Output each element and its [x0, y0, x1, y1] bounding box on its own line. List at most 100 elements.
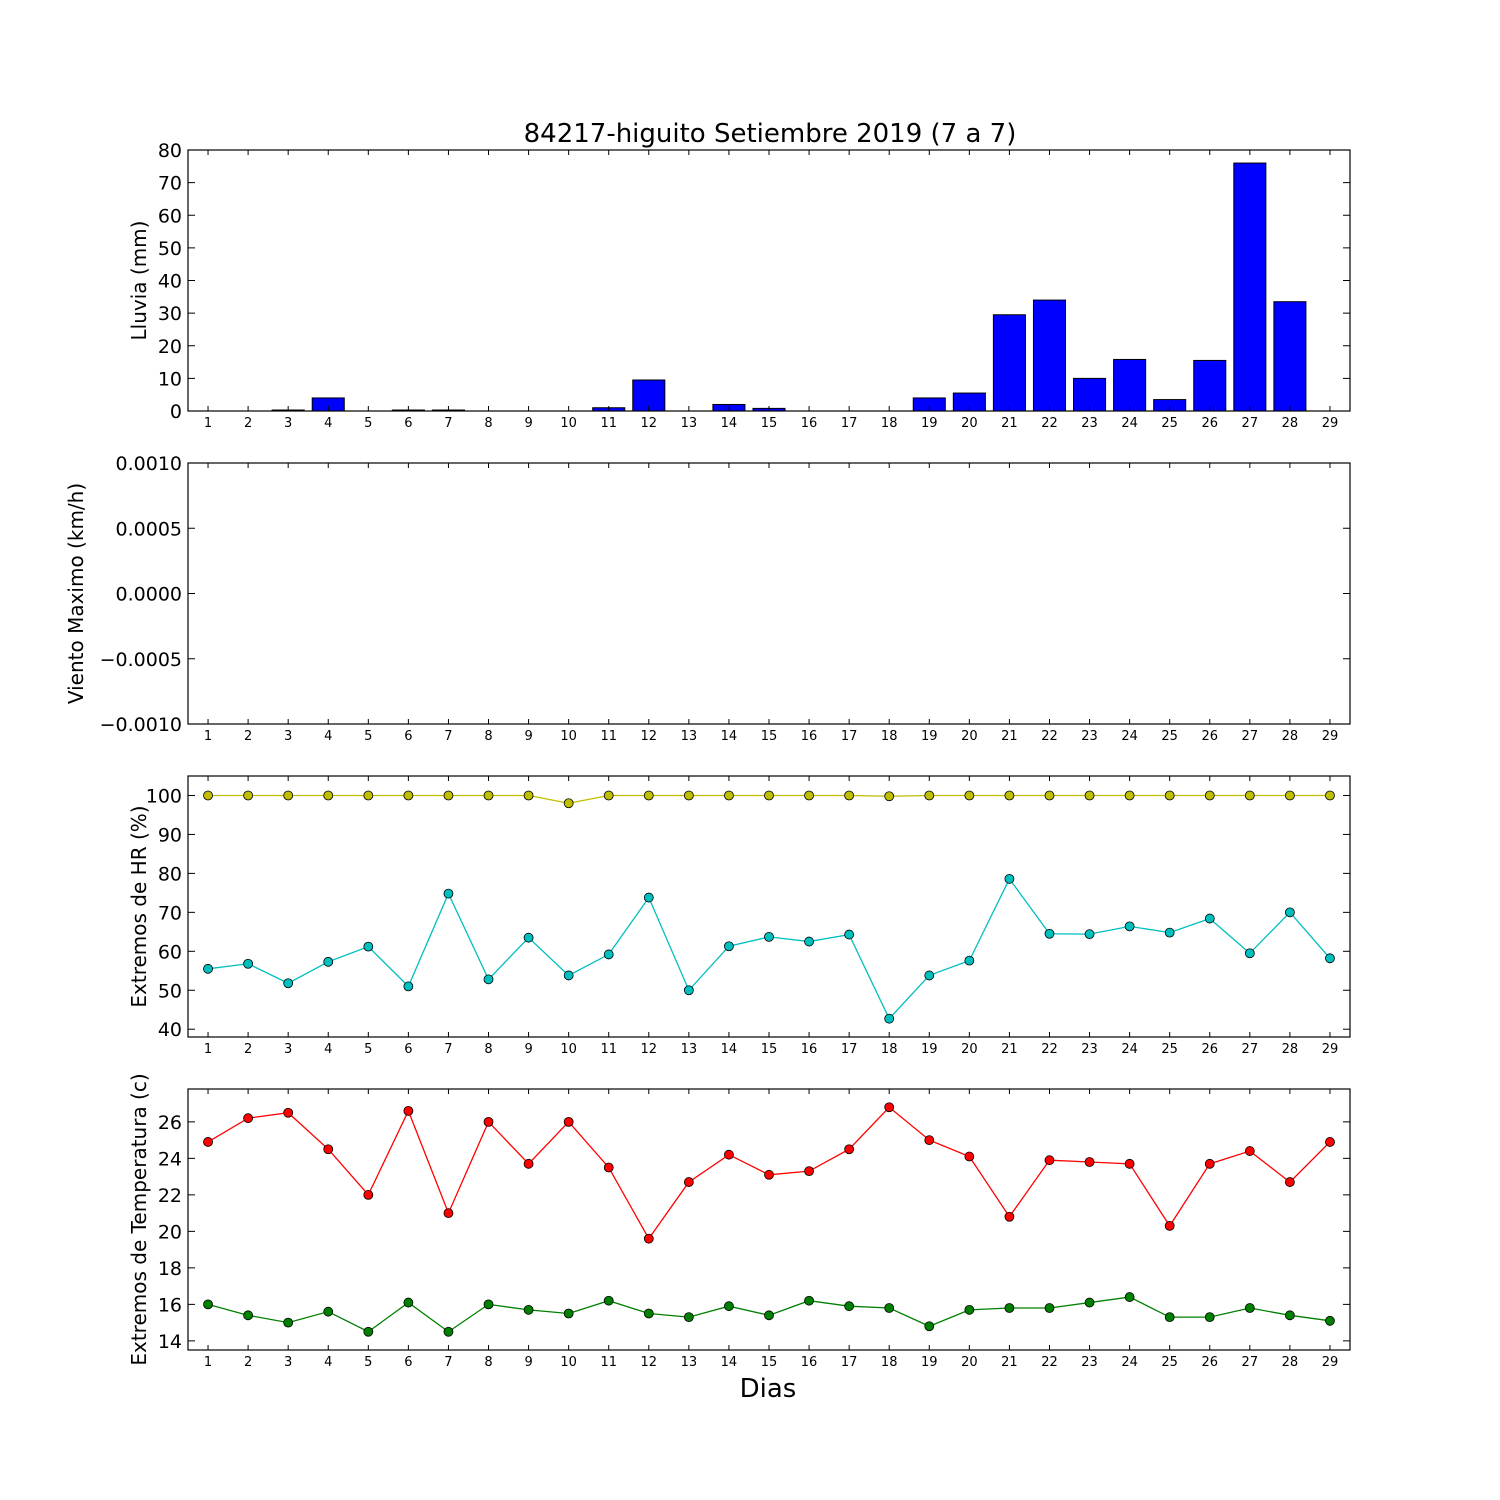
plot-frame: [187, 775, 1351, 1038]
x-tick-label: 13: [681, 729, 698, 744]
x-tick-label: 8: [484, 1355, 492, 1370]
x-tick-label: 24: [1121, 1355, 1138, 1370]
series-2-point: [403, 981, 414, 992]
series-1-point: [1004, 1211, 1015, 1222]
x-tick-label: 28: [1282, 416, 1299, 431]
y-tick-label: 100: [146, 785, 182, 807]
y-tick-label: 0.0005: [116, 518, 182, 540]
series-2-point: [964, 955, 975, 966]
series-1-point: [1284, 790, 1295, 801]
x-tick-label: 12: [641, 729, 658, 744]
series-1-point: [724, 1149, 734, 1160]
x-tick-label: 14: [721, 1042, 738, 1057]
y-tick-label: 0: [170, 401, 182, 423]
x-tick-label: 10: [560, 1042, 577, 1057]
x-tick-label: 15: [761, 1355, 778, 1370]
x-tick-label: 20: [961, 1042, 978, 1057]
x-tick-label: 23: [1081, 1042, 1098, 1057]
series-2-point: [724, 1301, 734, 1312]
series-2-point: [323, 1306, 334, 1317]
x-tick-label: 1: [204, 416, 212, 431]
plot-frame: [187, 149, 1351, 412]
x-tick-label: 20: [961, 729, 978, 744]
series-2-point: [1204, 913, 1215, 924]
x-tick-label: 20: [961, 416, 978, 431]
x-tick-label: 21: [1001, 416, 1018, 431]
series-2-point: [643, 1308, 654, 1319]
x-tick-label: 26: [1201, 729, 1218, 744]
y-tick-label: 20: [158, 336, 182, 358]
x-tick-label: 3: [284, 729, 292, 744]
x-tick-label: 9: [524, 729, 532, 744]
series-line-2: [207, 877, 1331, 1020]
series-2-point: [563, 1308, 574, 1319]
x-tick-label: 3: [284, 416, 292, 431]
series-2-point: [643, 892, 654, 903]
series-2-point: [563, 970, 574, 981]
x-tick-label: 6: [404, 1355, 412, 1370]
x-tick-label: 22: [1041, 1355, 1058, 1370]
y-tick-label: 16: [158, 1294, 182, 1316]
series-1-point: [643, 1233, 654, 1244]
x-tick-label: 14: [721, 416, 738, 431]
series-2-point: [844, 1301, 855, 1312]
y-tick-label: 40: [158, 1019, 182, 1041]
series-2-point: [443, 1326, 454, 1337]
bar-day-28: [1273, 301, 1307, 412]
series-2-point: [1164, 1312, 1175, 1323]
series-2-point: [924, 970, 935, 981]
x-tick-label: 2: [244, 1042, 252, 1057]
y-tick-label: 26: [158, 1112, 182, 1134]
x-tick-label: 15: [761, 416, 778, 431]
x-tick-label: 25: [1161, 729, 1178, 744]
x-tick-label: 27: [1242, 1355, 1259, 1370]
x-tick-label: 4: [324, 1355, 332, 1370]
series-1-point: [563, 1116, 574, 1127]
x-tick-label: 21: [1001, 1355, 1018, 1370]
bar-day-24: [1113, 358, 1147, 412]
series-1-point: [1044, 790, 1055, 801]
x-tick-label: 23: [1081, 729, 1098, 744]
x-tick-label: 13: [681, 416, 698, 431]
series-2-point: [1124, 1292, 1135, 1302]
x-tick-label: 4: [324, 416, 332, 431]
series-2-point: [1044, 928, 1055, 939]
series-2-point: [764, 931, 774, 942]
x-tick-label: 8: [484, 1042, 492, 1057]
x-tick-label: 19: [921, 729, 938, 744]
bar-day-23: [1073, 377, 1107, 412]
x-tick-label: 23: [1081, 1355, 1098, 1370]
x-tick-label: 26: [1201, 1042, 1218, 1057]
series-2-point: [724, 941, 734, 952]
y-tick-label: −0.0010: [100, 714, 182, 736]
series-2-point: [603, 1295, 614, 1306]
series-1-point: [683, 1177, 694, 1187]
y-tick-label: 50: [158, 980, 182, 1002]
series-2-point: [683, 985, 694, 996]
bar-day-27: [1233, 162, 1267, 412]
x-tick-label: 7: [444, 729, 452, 744]
y-axis-label: Viento Maximo (km/h): [64, 483, 88, 704]
series-1-point: [1124, 1158, 1135, 1169]
series-1-point: [1244, 790, 1255, 801]
series-2-point: [203, 963, 213, 974]
bar-day-21: [992, 314, 1026, 412]
series-2-point: [483, 1299, 494, 1310]
x-tick-label: 27: [1242, 729, 1259, 744]
series-1-point: [443, 1208, 454, 1219]
x-tick-label: 11: [600, 1355, 617, 1370]
x-tick-label: 23: [1081, 416, 1098, 431]
series-2-point: [1004, 1303, 1015, 1313]
x-tick-label: 19: [921, 1355, 938, 1370]
series-1-point: [363, 1189, 374, 1200]
series-2-point: [283, 1317, 294, 1328]
x-tick-label: 21: [1001, 1042, 1018, 1057]
plot-frame: [187, 462, 1351, 725]
x-tick-label: 29: [1322, 1355, 1339, 1370]
x-tick-label: 9: [524, 1042, 532, 1057]
x-tick-label: 13: [681, 1355, 698, 1370]
x-tick-label: 4: [324, 729, 332, 744]
